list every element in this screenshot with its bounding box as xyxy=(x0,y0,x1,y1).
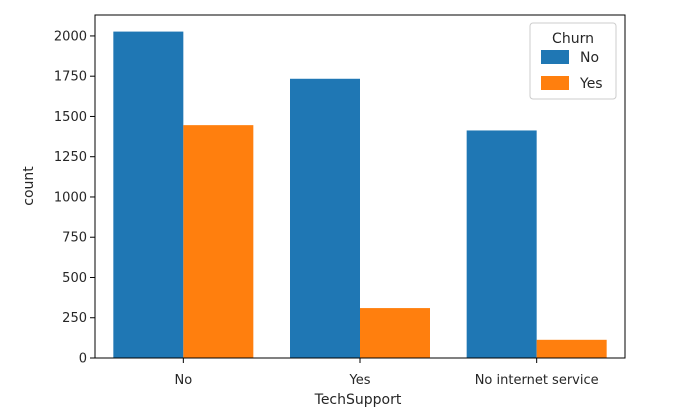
bar-no-internet-service-churn-no xyxy=(466,130,537,358)
bar-yes-churn-no xyxy=(290,78,360,358)
legend-title: Churn xyxy=(552,31,594,47)
y-tick-label: 2000 xyxy=(54,29,87,44)
y-tick-label: 0 xyxy=(79,352,87,367)
bar-no-churn-no xyxy=(113,31,184,358)
y-tick-label: 1750 xyxy=(54,70,87,85)
y-axis: 0 250 500 750 1000 1250 1500 1750 2000 xyxy=(54,29,95,367)
bar-no-churn-yes xyxy=(183,125,254,358)
bar-no-internet-service-churn-yes xyxy=(536,339,607,358)
x-tick-label: No xyxy=(174,373,192,388)
x-axis-label: TechSupport xyxy=(314,392,402,408)
x-tick-label: No internet service xyxy=(475,373,599,388)
x-axis: No Yes No internet service xyxy=(174,358,599,388)
y-tick-label: 1500 xyxy=(54,110,87,125)
bars-group xyxy=(113,31,607,358)
y-tick-label: 1000 xyxy=(54,190,87,205)
legend: Churn No Yes xyxy=(529,22,617,100)
y-tick-label: 1250 xyxy=(54,150,87,165)
legend-swatch-no xyxy=(541,50,569,64)
y-axis-label: count xyxy=(21,166,37,206)
bar-yes-churn-yes xyxy=(360,308,430,358)
x-tick-label: Yes xyxy=(349,373,371,388)
y-tick-label: 750 xyxy=(62,231,87,246)
legend-label-no: No xyxy=(580,50,599,66)
y-tick-label: 250 xyxy=(62,311,87,326)
legend-swatch-yes xyxy=(541,76,569,90)
y-tick-label: 500 xyxy=(62,271,87,286)
legend-label-yes: Yes xyxy=(579,76,603,92)
